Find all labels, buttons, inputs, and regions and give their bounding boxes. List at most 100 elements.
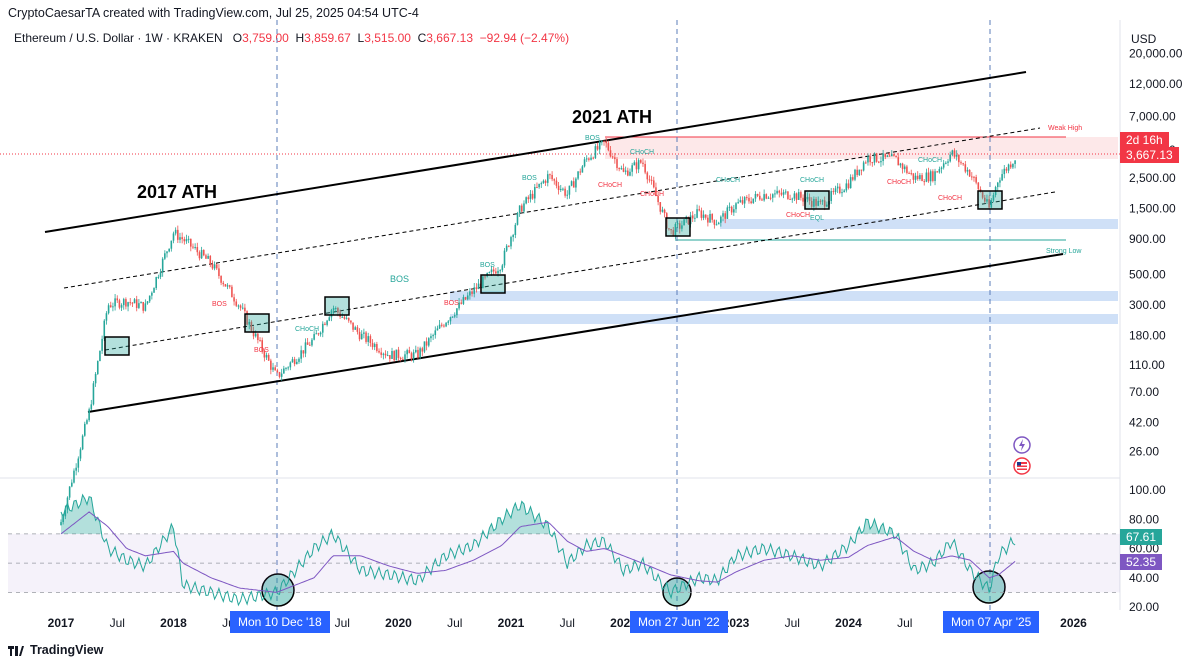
candle-body — [432, 335, 434, 337]
candle-body — [523, 203, 525, 212]
candle-body — [75, 467, 77, 471]
candle-body — [856, 169, 858, 176]
candle-body — [384, 353, 387, 356]
candle-body — [616, 159, 618, 169]
candle-body — [895, 155, 897, 158]
candle-body — [927, 172, 930, 182]
candle-body — [220, 276, 222, 283]
price-axis-tick-label: 70.00 — [1129, 385, 1159, 399]
candle-body — [733, 209, 735, 213]
candle-body — [334, 308, 337, 310]
annotation-bos: BOS — [212, 301, 227, 308]
candle-body — [352, 322, 354, 330]
candle-body — [445, 322, 447, 327]
candle-body — [490, 269, 493, 273]
candle-body — [417, 349, 419, 358]
candle-body — [687, 216, 690, 225]
candle-body — [391, 351, 393, 359]
candle-body — [105, 313, 108, 321]
candle-body — [862, 162, 865, 171]
rsi-overbought-fill — [61, 494, 1016, 534]
us-flag-icon[interactable] — [1013, 457, 1031, 475]
candle-body — [765, 194, 768, 199]
flash-icon[interactable] — [1013, 436, 1031, 454]
candle-body — [129, 302, 132, 304]
candle-body — [914, 175, 917, 180]
candle-body — [875, 153, 878, 162]
annotation-choch: CHoCH — [800, 177, 824, 184]
candle-body — [581, 166, 584, 173]
candle-body — [845, 183, 848, 191]
candle-body — [562, 188, 564, 190]
order-block-box — [804, 190, 830, 210]
candle-body — [341, 316, 344, 318]
candle-body — [754, 194, 757, 199]
candle-body — [365, 332, 367, 342]
candle-body — [164, 253, 166, 259]
candle-body — [698, 209, 701, 211]
candle-body — [899, 163, 902, 166]
price-axis-tick-label: 20,000.00 — [1129, 46, 1183, 60]
tradingview-footer[interactable]: TradingView — [8, 643, 103, 657]
candle-body — [1003, 168, 1006, 175]
annotation-bos: BOS — [390, 274, 409, 284]
candle-body — [841, 192, 843, 194]
candle-body — [555, 180, 558, 186]
annotation-choch: CHoCH — [786, 212, 810, 219]
candle-body — [709, 213, 711, 223]
candle-body — [819, 200, 822, 202]
candle-body — [746, 197, 748, 199]
candle-body — [934, 171, 936, 181]
candle-body — [521, 205, 523, 212]
candle-body — [988, 199, 990, 208]
candle-body — [380, 352, 382, 355]
currency-label[interactable]: USD — [1131, 32, 1157, 46]
candle-body — [265, 354, 268, 358]
candle-body — [551, 174, 553, 180]
candle-body — [715, 224, 718, 226]
candle-body — [579, 171, 582, 173]
candle-body — [672, 230, 675, 236]
candle-body — [992, 195, 995, 201]
candle-body — [983, 197, 986, 202]
candle-body — [538, 183, 540, 188]
candle-body — [577, 171, 579, 179]
candle-body — [161, 258, 164, 273]
candle-body — [211, 263, 214, 269]
candle-body — [655, 187, 657, 197]
candle-body — [118, 300, 121, 308]
candle-body — [921, 175, 923, 182]
candle-body — [650, 179, 653, 181]
candle-body — [146, 301, 149, 304]
candle-body — [802, 197, 804, 202]
candle-body — [438, 324, 441, 329]
candle-body — [196, 247, 199, 253]
candle-body — [99, 350, 101, 362]
rsi-axis-tick-label: 100.00 — [1129, 483, 1166, 497]
candle-body — [360, 333, 363, 340]
candle-body — [501, 265, 504, 271]
time-axis-tick-label: 2020 — [385, 616, 412, 630]
candle-body — [594, 146, 597, 159]
candle-body — [657, 196, 659, 203]
candle-body — [194, 247, 196, 249]
candle-body — [125, 299, 127, 307]
candle-body — [200, 250, 203, 259]
candle-body — [968, 169, 971, 177]
candle-body — [205, 255, 207, 259]
candle-body — [540, 183, 543, 185]
candle-body — [847, 183, 850, 189]
candle-body — [834, 188, 837, 192]
candle-body — [629, 171, 631, 176]
candle-body — [68, 486, 71, 498]
candle-body — [127, 302, 129, 307]
candle-body — [642, 162, 644, 164]
candle-body — [283, 368, 285, 374]
candle-body — [533, 187, 536, 199]
annotation-bos: BOS — [585, 135, 600, 142]
order-block-box — [244, 313, 270, 333]
candle-body — [321, 323, 324, 333]
channel-upper-line — [44, 71, 1027, 233]
candle-body — [443, 325, 445, 327]
